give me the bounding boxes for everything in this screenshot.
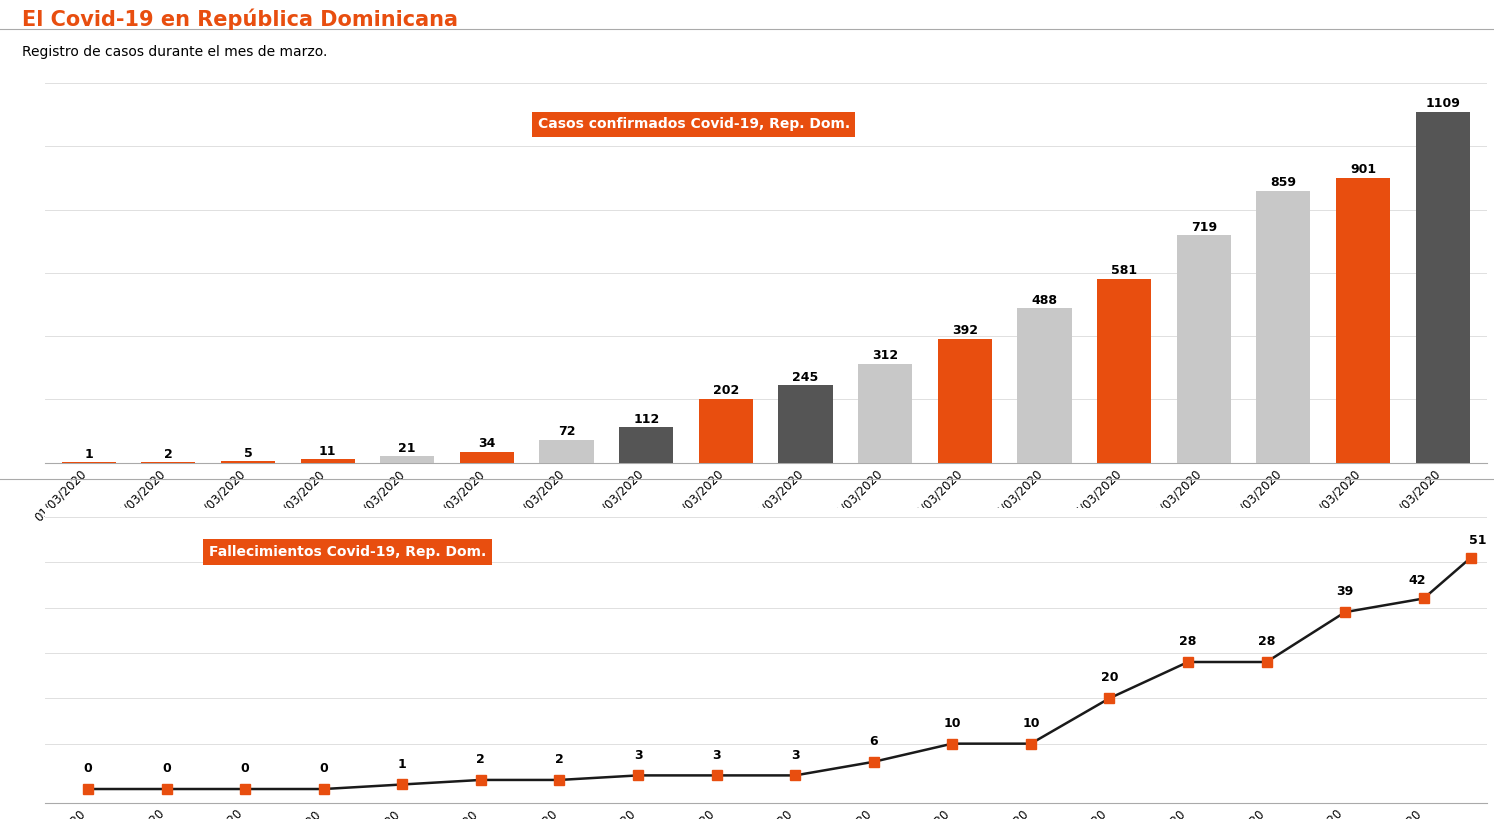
Bar — [1097, 279, 1152, 463]
Text: 2: 2 — [164, 447, 173, 460]
Bar — [1256, 191, 1310, 463]
Text: 28: 28 — [1179, 635, 1197, 648]
Text: 245: 245 — [792, 371, 819, 383]
Text: 5: 5 — [244, 446, 252, 459]
Text: 312: 312 — [872, 350, 898, 363]
Bar — [300, 459, 354, 463]
Bar — [379, 456, 435, 463]
Bar — [778, 385, 832, 463]
Text: 0: 0 — [163, 762, 170, 775]
Text: 581: 581 — [1112, 265, 1137, 278]
Text: Casos confirmados Covid-19, Rep. Dom.: Casos confirmados Covid-19, Rep. Dom. — [538, 117, 850, 131]
Text: 2: 2 — [556, 753, 563, 766]
Text: Registro de casos durante el mes de marzo.: Registro de casos durante el mes de marz… — [22, 45, 327, 59]
Text: 10: 10 — [944, 717, 961, 730]
Bar — [1336, 178, 1389, 463]
Text: 11: 11 — [318, 445, 336, 458]
Text: 392: 392 — [952, 324, 977, 337]
Bar — [619, 428, 674, 463]
Text: 859: 859 — [1270, 176, 1297, 189]
Bar — [460, 452, 514, 463]
Text: 0: 0 — [241, 762, 249, 775]
Text: 28: 28 — [1258, 635, 1276, 648]
Text: 488: 488 — [1031, 294, 1058, 307]
Text: Fallecimientos Covid-19, Rep. Dom.: Fallecimientos Covid-19, Rep. Dom. — [209, 545, 486, 559]
Text: 42: 42 — [1407, 574, 1425, 587]
Text: 21: 21 — [399, 441, 415, 455]
Text: 112: 112 — [633, 413, 659, 426]
Text: 6: 6 — [870, 735, 878, 748]
Bar — [1416, 112, 1470, 463]
Text: El Covid-19 en República Dominicana: El Covid-19 en República Dominicana — [22, 8, 459, 29]
Text: 72: 72 — [557, 425, 575, 438]
Text: 1109: 1109 — [1425, 97, 1460, 111]
Text: 202: 202 — [713, 384, 740, 397]
Text: 39: 39 — [1337, 586, 1354, 598]
Bar — [699, 399, 753, 463]
Bar — [858, 364, 913, 463]
Text: 10: 10 — [1022, 717, 1040, 730]
Bar — [221, 461, 275, 463]
Text: 1: 1 — [397, 758, 406, 771]
Text: 34: 34 — [478, 437, 496, 450]
Bar — [938, 339, 992, 463]
Bar — [539, 440, 593, 463]
Text: 51: 51 — [1469, 533, 1487, 546]
Text: 0: 0 — [84, 762, 93, 775]
Text: 2: 2 — [477, 753, 486, 766]
Text: 1: 1 — [84, 448, 93, 461]
Text: 901: 901 — [1351, 163, 1376, 176]
Text: 3: 3 — [713, 749, 722, 762]
Text: 0: 0 — [320, 762, 329, 775]
Text: 3: 3 — [633, 749, 642, 762]
Bar — [1017, 309, 1071, 463]
Text: 3: 3 — [790, 749, 799, 762]
Text: 20: 20 — [1101, 672, 1118, 685]
Text: 719: 719 — [1191, 221, 1216, 233]
Bar — [1177, 235, 1231, 463]
